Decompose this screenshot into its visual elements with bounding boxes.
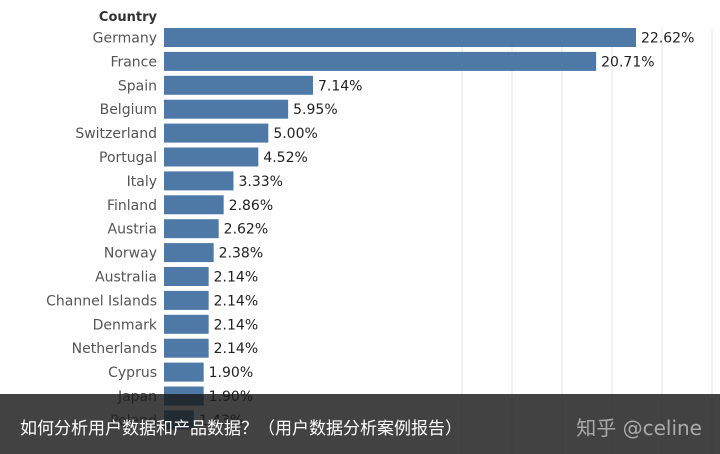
category-label: Australia xyxy=(95,270,157,286)
bar xyxy=(164,51,597,71)
value-label: 20.71% xyxy=(601,54,654,70)
bar xyxy=(164,219,219,239)
bar xyxy=(164,123,269,143)
value-label: 2.86% xyxy=(229,198,273,214)
bar xyxy=(164,28,636,47)
bar xyxy=(164,195,224,215)
category-header: Country xyxy=(99,10,158,25)
bar xyxy=(164,171,234,191)
caption-overlay: 如何分析用户数据和产品数据？（用户数据分析案例报告） 知乎 @celine xyxy=(0,394,720,454)
value-label: 2.14% xyxy=(214,293,258,309)
category-label: France xyxy=(110,54,157,70)
category-label: Austria xyxy=(108,222,157,238)
value-label: 5.95% xyxy=(293,102,337,118)
bar xyxy=(164,243,214,263)
category-label: Channel Islands xyxy=(46,293,157,309)
category-label: Spain xyxy=(118,78,157,94)
value-label: 2.62% xyxy=(224,222,268,238)
bar xyxy=(164,290,209,310)
bar xyxy=(164,75,313,95)
category-label: Finland xyxy=(107,198,157,214)
watermark-text: 知乎 @celine xyxy=(576,416,702,440)
gridlines xyxy=(461,28,713,454)
category-label: Italy xyxy=(127,174,157,190)
bar xyxy=(164,267,209,286)
category-label: Norway xyxy=(104,246,157,262)
value-label: 5.00% xyxy=(273,126,317,142)
value-label: 2.38% xyxy=(219,246,263,262)
value-label: 4.52% xyxy=(263,150,307,166)
value-label: 22.62% xyxy=(641,31,694,47)
value-label: 1.90% xyxy=(209,365,253,381)
category-label: Cyprus xyxy=(108,365,157,381)
caption-text: 如何分析用户数据和产品数据？（用户数据分析案例报告） xyxy=(20,419,462,439)
category-label: Belgium xyxy=(100,102,157,118)
value-label: 3.33% xyxy=(238,174,282,190)
bar xyxy=(164,99,289,119)
bar xyxy=(164,314,209,334)
category-label: Denmark xyxy=(93,317,158,333)
value-label: 2.14% xyxy=(214,270,258,286)
category-label: Netherlands xyxy=(72,341,157,357)
value-label: 7.14% xyxy=(318,78,362,94)
bars-group: Germany 22.62% France 20.71% Spain 7.14% Belgi… xyxy=(46,28,694,430)
bar xyxy=(164,147,259,167)
value-label: 2.14% xyxy=(214,341,258,357)
bar xyxy=(164,338,209,358)
category-label: Switzerland xyxy=(75,126,157,142)
bar xyxy=(164,362,204,382)
value-label: 2.14% xyxy=(214,317,258,333)
category-label: Portugal xyxy=(99,150,157,166)
category-label: Germany xyxy=(93,31,157,47)
